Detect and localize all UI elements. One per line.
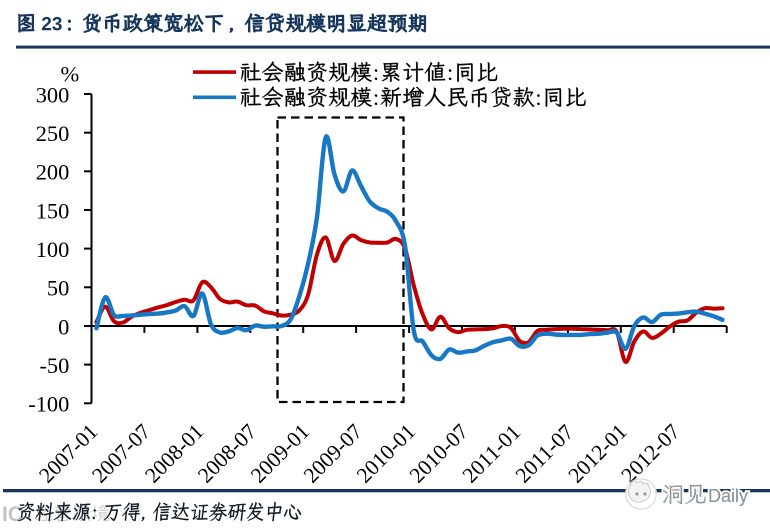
svg-text:2012-07: 2012-07 [617, 419, 685, 487]
svg-text:2009-01: 2009-01 [246, 419, 314, 487]
svg-text:50: 50 [47, 276, 69, 301]
svg-text:2012-01: 2012-01 [564, 419, 632, 487]
svg-text:%: % [61, 62, 80, 87]
svg-text:150: 150 [36, 198, 70, 223]
svg-text:2010-01: 2010-01 [352, 419, 420, 487]
svg-text:Daily: Daily [708, 486, 748, 506]
svg-text:2008-01: 2008-01 [140, 419, 208, 487]
svg-text:2011-01: 2011-01 [458, 420, 526, 488]
svg-text:2011-07: 2011-07 [511, 420, 579, 488]
svg-text:2008-07: 2008-07 [193, 419, 261, 487]
svg-text:0: 0 [58, 314, 69, 339]
svg-text:300: 300 [36, 82, 70, 107]
svg-text:2009-07: 2009-07 [299, 419, 367, 487]
svg-text:2007-07: 2007-07 [87, 419, 155, 487]
svg-text:100: 100 [36, 237, 70, 262]
svg-text:-50: -50 [39, 353, 69, 378]
svg-text:-100: -100 [28, 392, 69, 417]
svg-text:200: 200 [36, 160, 70, 185]
svg-text:2010-07: 2010-07 [405, 419, 473, 487]
svg-text:250: 250 [36, 121, 70, 146]
svg-text:Daily: Daily [708, 486, 748, 506]
svg-text:2007-01: 2007-01 [34, 419, 102, 487]
